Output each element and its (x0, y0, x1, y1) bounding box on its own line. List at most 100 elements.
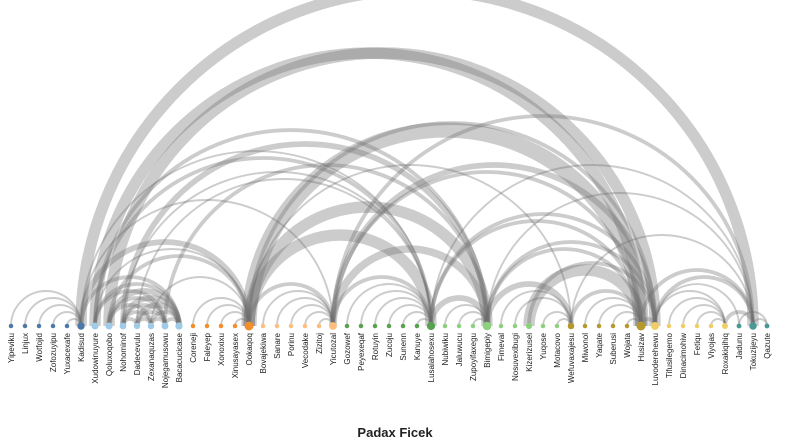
node-Gozowef[interactable] (344, 323, 350, 329)
node-Zizitoj[interactable] (316, 323, 322, 329)
node-Motacovo[interactable] (554, 323, 560, 329)
node-Yuxacexafe[interactable] (64, 323, 70, 329)
node-Nubiwiku[interactable] (442, 323, 448, 329)
node-label-Qoluxoqobo: Qoluxoqobo (105, 332, 114, 376)
node-Viyojas[interactable] (708, 323, 714, 329)
node-Peyexeqaf[interactable] (358, 323, 364, 329)
node-Lusalahosexu[interactable] (426, 321, 436, 331)
node-Bovajekiwa[interactable] (260, 323, 266, 329)
node-Fetiqu[interactable] (694, 323, 700, 329)
node-Husizav[interactable] (636, 321, 646, 331)
link-Ookaqoq-Lusalahosexu (243, 229, 437, 327)
link-Yicutozal-Luvoderehewu (330, 162, 658, 327)
node-label-Motacovo: Motacovo (553, 332, 562, 367)
node-label-Nohominof: Nohominof (119, 332, 128, 371)
node-Zupoyifaxegu[interactable] (470, 323, 476, 329)
node-label-Tifusilegemo: Tifusilegemo (665, 332, 674, 378)
node-label-Peyexeqaf: Peyexeqaf (357, 332, 366, 371)
node-Tifusilegemo[interactable] (666, 323, 672, 329)
node-Yuqose[interactable] (540, 323, 546, 329)
node-Nohominof[interactable] (119, 322, 127, 330)
node-Nosuvexibugi[interactable] (512, 323, 518, 329)
node-Wefuvaxajesu[interactable] (567, 322, 575, 330)
node-Sunenn[interactable] (400, 323, 406, 329)
node-Wojata[interactable] (624, 323, 630, 329)
link-Bimigepiy-Husizav (485, 247, 643, 327)
node-Tokuzijeyu[interactable] (749, 322, 757, 330)
link-Dadecevulu-Nojegamusowu (135, 310, 167, 327)
node-Dinacimohiw[interactable] (680, 323, 686, 329)
link-Wotfojid-Kadisud (38, 304, 82, 327)
node-Luvoderehewu[interactable] (651, 322, 659, 330)
node-Xonoxixu[interactable] (218, 323, 224, 329)
node-Qazute[interactable] (764, 323, 770, 329)
node-label-Wefuvaxajesu: Wefuvaxajesu (567, 333, 576, 383)
node-label-Kadisud: Kadisud (77, 333, 86, 362)
node-Zucoju[interactable] (386, 323, 392, 329)
node-Zexanaquzas[interactable] (147, 322, 155, 330)
node-label-Jadunu: Jadunu (735, 333, 744, 359)
node-label-Yipeviku: Yipeviku (7, 333, 16, 363)
node-label-Fetiqu: Fetiqu (693, 333, 702, 355)
node-Xudowinuyure[interactable] (91, 322, 99, 330)
nodes-layer (8, 321, 770, 331)
node-Bacacucicase[interactable] (175, 322, 183, 330)
node-Kadisud[interactable] (77, 322, 85, 330)
node-label-Viyojas: Viyojas (707, 333, 716, 359)
node-label-Tokuzijeyu: Tokuzijeyu (749, 333, 758, 370)
node-Vecodake[interactable] (302, 323, 308, 329)
link-Ookaqoq-Luvoderehewu (247, 121, 657, 327)
link-Kizerizusel-Luvoderehewu (527, 261, 657, 327)
node-Nojegamusowu[interactable] (161, 322, 169, 330)
node-Kanuye[interactable] (414, 323, 420, 329)
link-Yicutozal-Husizav (331, 170, 643, 327)
node-Faleyep[interactable] (204, 323, 210, 329)
node-label-Roxakiqihiq: Roxakiqihiq (721, 333, 730, 374)
node-Miwonol[interactable] (582, 323, 588, 329)
link-Lusalahosexu-Bimigepiy (428, 295, 490, 327)
node-Wotfojid[interactable] (36, 323, 42, 329)
node-label-Gozowef: Gozowef (343, 332, 352, 364)
node-label-Husizav: Husizav (637, 333, 646, 361)
node-Yicutozal[interactable] (329, 322, 337, 330)
link-Qoluxoqobo-Zexanaquzas (107, 303, 153, 327)
link-Nubiwiku-Bimigepiy (444, 304, 488, 327)
node-label-Faleyep: Faleyep (203, 332, 212, 361)
node-Ookaqoq[interactable] (244, 321, 254, 331)
link-Zexanaquzas-Ookaqoq (150, 276, 250, 327)
node-Yaqate[interactable] (596, 323, 602, 329)
node-Roxakiqihiq[interactable] (722, 323, 728, 329)
node-Linjux[interactable] (22, 323, 28, 329)
node-label-Zizitoj: Zizitoj (315, 333, 324, 354)
link-Ookaqoq-Yicutozal (247, 282, 335, 327)
node-Zofozuyipu[interactable] (50, 323, 56, 329)
link-Kadisud-Yicutozal (80, 199, 334, 327)
node-Dadecevulu[interactable] (133, 322, 141, 330)
node-Xinusayasex[interactable] (232, 323, 238, 329)
node-label-Rotuyin: Rotuyin (371, 333, 380, 360)
link-Suberusi-Husizav (612, 311, 642, 327)
node-Sanare[interactable] (274, 323, 280, 329)
node-label-Nosuvexibugi: Nosuvexibugi (511, 333, 520, 381)
link-Ookaqoq-Wefuvaxajesu (248, 164, 572, 327)
node-Porinu[interactable] (288, 323, 294, 329)
link-Qoluxoqobo-Bacacucicase (106, 288, 182, 327)
link-Bimigepiy-Tokuzijeyu (486, 192, 754, 327)
node-Jaluwucu[interactable] (456, 323, 462, 329)
node-Coreneji[interactable] (190, 323, 196, 329)
node-Yipeviku[interactable] (8, 323, 14, 329)
node-Fimeval[interactable] (498, 323, 504, 329)
labels-layer: Yipeviku Linjux Wotfojid Zofozuyipu Yuxacexa… (7, 332, 772, 388)
node-Jadunu[interactable] (736, 323, 742, 329)
link-Qoluxoqobo-Luvoderehewu (103, 47, 661, 327)
link-Zofozuyipu-Kadisud (52, 311, 82, 327)
node-Kizerizusel[interactable] (525, 322, 533, 330)
link-Kizerizusel-Husizav (523, 264, 647, 327)
node-Bimigepiy[interactable] (482, 321, 492, 331)
link-Fimeval-Wefuvaxajesu (500, 290, 572, 327)
node-Suberusi[interactable] (610, 323, 616, 329)
link-Kadisud-Ookaqoq (78, 239, 252, 327)
node-Qoluxoqobo[interactable] (105, 322, 113, 330)
node-Rotuyin[interactable] (372, 323, 378, 329)
